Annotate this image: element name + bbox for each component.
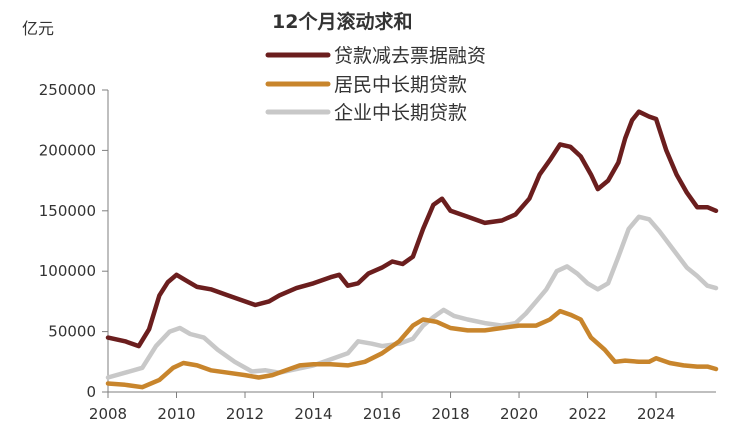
y-tick-label: 150000 xyxy=(39,202,96,220)
y-unit-label: 亿元 xyxy=(22,19,54,38)
legend: 贷款减去票据融资 居民中长期贷款 企业中长期贷款 xyxy=(265,45,486,124)
series-line-3 xyxy=(105,214,719,380)
x-tick-label: 2012 xyxy=(226,405,264,423)
legend-label-series-2: 居民中长期贷款 xyxy=(334,74,467,96)
series-line-2 xyxy=(105,308,719,390)
y-tick-label: 100000 xyxy=(39,262,96,280)
x-tick-label: 2018 xyxy=(431,405,469,423)
y-tick-label: 200000 xyxy=(39,141,96,159)
y-tick-label: 250000 xyxy=(39,81,96,99)
x-tick-label: 2020 xyxy=(500,405,538,423)
legend-label-series-3: 企业中长期贷款 xyxy=(334,102,467,124)
axes: 0 50000 100000 150000 200000 250000 2008 2010 20… xyxy=(39,81,716,423)
y-tick-label: 0 xyxy=(86,383,96,401)
x-tick-label: 2016 xyxy=(363,405,401,423)
series-line-1 xyxy=(105,109,719,349)
y-tick-label: 50000 xyxy=(48,323,96,341)
chart-title: 12个月滚动求和 xyxy=(272,10,412,33)
x-tick-label: 2024 xyxy=(637,405,675,423)
plot-area xyxy=(105,109,719,390)
x-tick-label: 2008 xyxy=(89,405,127,423)
legend-label-series-1: 贷款减去票据融资 xyxy=(334,45,486,67)
x-tick-label: 2014 xyxy=(294,405,332,423)
x-tick-label: 2022 xyxy=(568,405,606,423)
x-tick-label: 2010 xyxy=(157,405,195,423)
